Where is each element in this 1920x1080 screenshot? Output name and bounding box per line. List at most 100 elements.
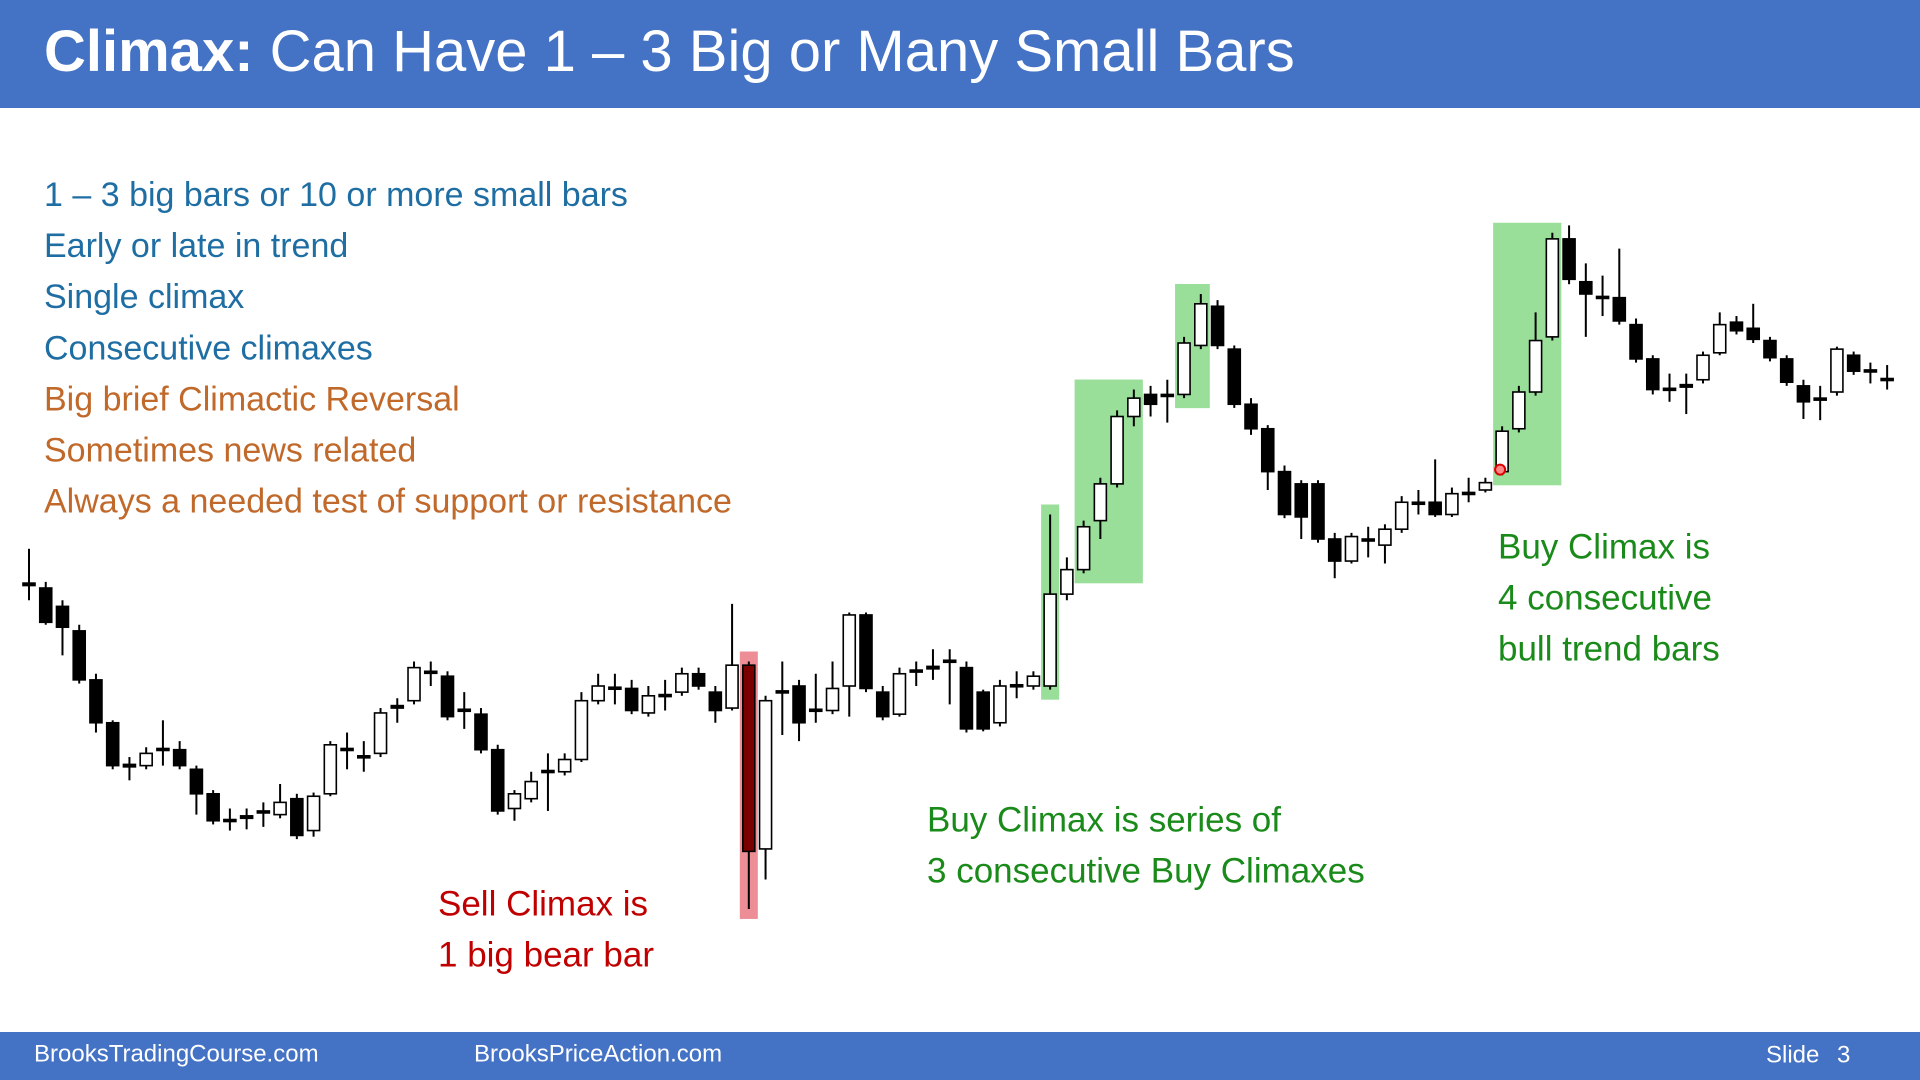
candle-body [440, 675, 455, 718]
title-bold: Climax: [44, 19, 254, 84]
candle-body [1645, 358, 1660, 391]
candle-body [557, 758, 572, 773]
candle-body [1093, 483, 1108, 522]
candle-body [89, 679, 103, 724]
candle-body [1846, 354, 1861, 372]
candle-body [38, 587, 53, 624]
marker-dot [1494, 463, 1507, 476]
candle-body [55, 605, 70, 629]
candle-body [758, 699, 773, 850]
candle-body [1244, 403, 1258, 430]
bullet-text: Always a needed test of support or resis… [44, 483, 732, 521]
header-bar [0, 0, 1920, 108]
annotation-line: Sell Climax is [438, 884, 648, 923]
candle-body [591, 685, 605, 702]
candle-body [708, 691, 723, 712]
candle-body [1311, 483, 1325, 540]
candle-body [1110, 415, 1124, 485]
candle-body [1712, 323, 1727, 354]
footer-bar [0, 1032, 1920, 1080]
candle-body [474, 713, 488, 751]
candle-body [1779, 358, 1794, 383]
candle-body [1344, 535, 1359, 562]
candle-body [1076, 525, 1091, 571]
candle-body [1579, 280, 1593, 295]
bullet-text: Early or late in trend [44, 227, 348, 265]
candle-body [139, 752, 153, 767]
candle-body [574, 699, 589, 761]
candle-body [1512, 391, 1526, 430]
candle-body [1327, 538, 1342, 562]
bullet-text: 1 – 3 big bars or 10 or more small bars [44, 176, 628, 214]
candle-body [1763, 339, 1777, 359]
candle-body [1378, 528, 1392, 546]
candle-body [105, 721, 120, 767]
candle-body [1194, 302, 1208, 347]
candle-body [1729, 321, 1744, 332]
annotation-line: 1 big bear bar [438, 935, 654, 974]
candle-body [1445, 492, 1459, 516]
candle-body [373, 712, 388, 755]
candle-body [1210, 305, 1225, 347]
candle-body [1545, 238, 1560, 338]
annotations: Sell Climax is 1 big bear bar Buy Climax i… [438, 527, 1720, 974]
candle-body [1043, 593, 1057, 687]
candle-body [290, 797, 304, 837]
footer-left: BrooksTradingCourse.com [34, 1040, 319, 1067]
candle-body [725, 664, 739, 709]
candle-body [993, 685, 1007, 724]
bullet-text: Single climax [44, 278, 244, 316]
candle-body [1277, 470, 1292, 516]
bullet-text: Consecutive climaxes [44, 329, 373, 367]
candle-body [1428, 501, 1442, 516]
annotation-line: Buy Climax is series of [927, 800, 1281, 839]
slide-number: 3 [1837, 1041, 1850, 1068]
candle-body [1394, 501, 1409, 531]
candle-body [1528, 339, 1543, 393]
annotation-line: bull trend bars [1498, 629, 1720, 668]
candle-body [1060, 568, 1074, 595]
candle-body [172, 748, 187, 767]
title-rest: Can Have 1 – 3 Big or Many Small Bars [270, 19, 1295, 84]
slide-label: Slide [1766, 1041, 1819, 1068]
candle-body [1746, 327, 1761, 341]
candle-body [72, 630, 87, 681]
candle-body [1612, 296, 1627, 322]
candle-body [641, 694, 656, 714]
bullet-list: 1 – 3 big bars or 10 or more small bars E… [44, 176, 732, 521]
candle-body [206, 792, 220, 822]
candle-body [1696, 354, 1710, 381]
candle-body [1830, 348, 1844, 393]
candle-body [1478, 481, 1493, 491]
candle-body [1796, 385, 1811, 403]
title-space [254, 19, 270, 84]
candle-body [1294, 483, 1309, 518]
candle-body [842, 614, 857, 687]
candle-body [892, 672, 907, 715]
candle-body [1629, 323, 1643, 360]
candle-body [959, 666, 974, 730]
candle-body [323, 743, 338, 795]
candle-body [524, 780, 539, 800]
candle-body [859, 614, 873, 690]
bullet-text: Sometimes news related [44, 431, 416, 469]
candle-body [675, 672, 689, 693]
candle-body [407, 666, 421, 702]
candle-body [1177, 342, 1191, 396]
candle-body [1127, 397, 1141, 418]
candle-body [624, 687, 639, 712]
candle-body [691, 672, 706, 687]
candlestick-chart [22, 222, 1894, 919]
candle-body [792, 685, 806, 724]
candle-body [875, 691, 890, 718]
candle-body [273, 801, 287, 816]
candle-body [1026, 675, 1041, 687]
candle-body [976, 691, 990, 730]
slide-title: Climax: Can Have 1 – 3 Big or Many Small… [44, 19, 1295, 84]
candle-body [1143, 393, 1158, 406]
candle-body [490, 748, 505, 812]
footer-middle: BrooksPriceAction.com [474, 1040, 722, 1067]
candle-body [507, 792, 522, 810]
